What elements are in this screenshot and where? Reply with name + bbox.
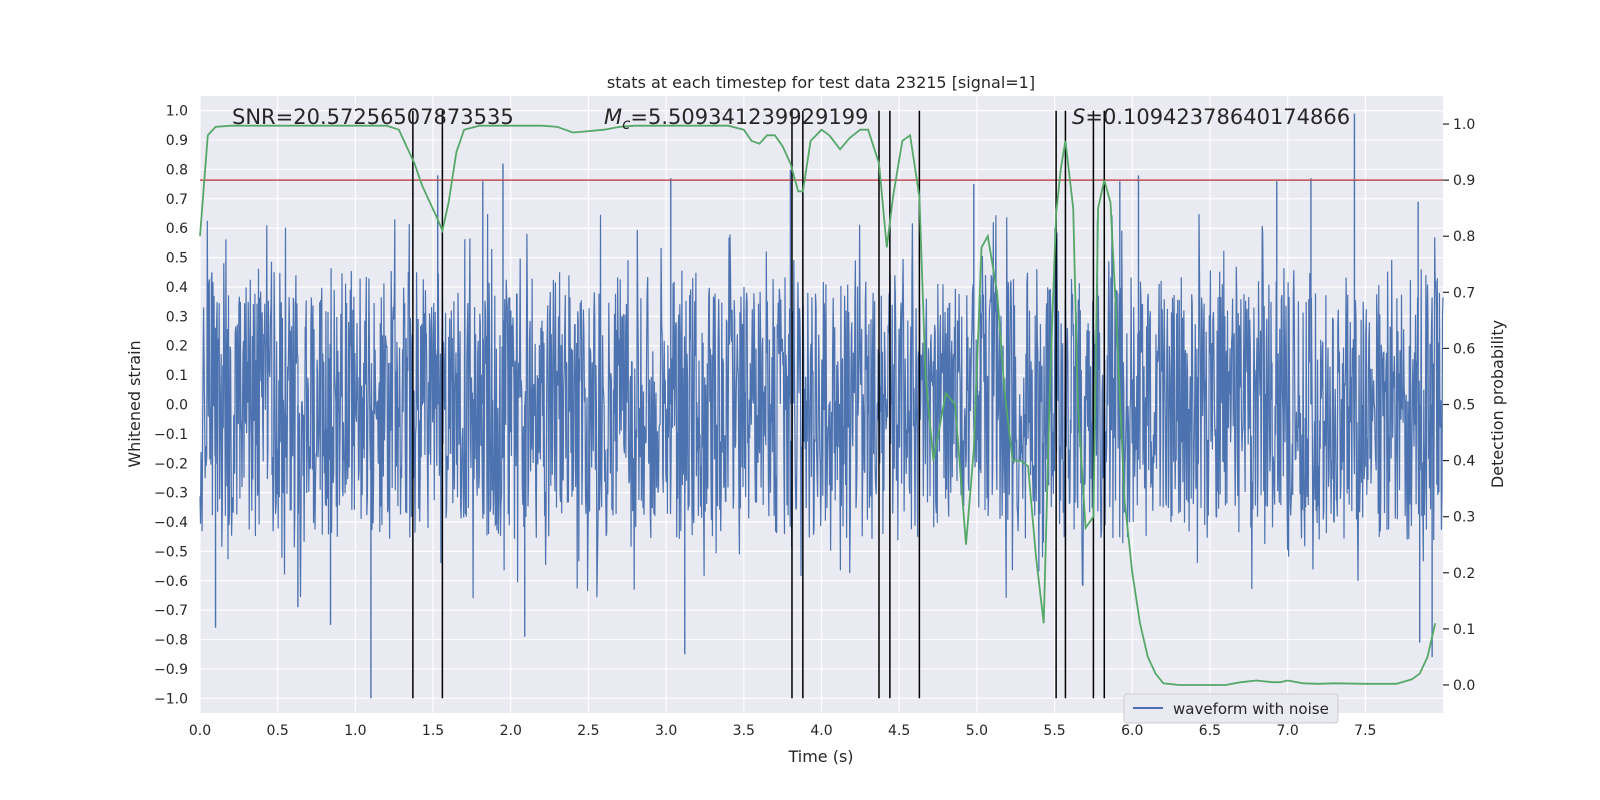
right-y-axis-ticks: 0.0 0.1 0.2 0.3 0.4 0.5 0.6 0.7 0.8 0.9 1.0 bbox=[1443, 117, 1475, 694]
vertical-marker-lines bbox=[412, 110, 1106, 699]
x-tick-label: 0.5 bbox=[267, 723, 289, 739]
snr-annotation: SNR=20.57256507873535 bbox=[232, 105, 514, 129]
left-y-tick-label: 0.6 bbox=[166, 221, 188, 237]
x-tick-label: 1.5 bbox=[422, 723, 444, 739]
detection-probability-line bbox=[199, 124, 1437, 686]
right-y-tick-label: 0.7 bbox=[1453, 285, 1475, 301]
left-y-tick-label: −0.9 bbox=[154, 662, 188, 678]
x-tick-label: 4.0 bbox=[810, 723, 832, 739]
left-y-tick-label: 0.5 bbox=[166, 251, 188, 267]
right-y-tick-label: 0.6 bbox=[1453, 341, 1475, 357]
chirp-mass-value: =5.509341239929199 bbox=[630, 105, 868, 129]
right-y-tick-label: 0.9 bbox=[1453, 173, 1475, 189]
waveform-series bbox=[199, 113, 1444, 699]
x-axis-ticks: 0.0 0.5 1.0 1.5 2.0 2.5 3.0 3.5 4.0 4.5 5.0 5.5 6.0 6… bbox=[189, 723, 1377, 739]
right-y-tick-label: 0.0 bbox=[1453, 678, 1475, 694]
x-tick-label: 3.5 bbox=[733, 723, 755, 739]
waveform-trace bbox=[199, 214, 1444, 599]
x-tick-label: 0.0 bbox=[189, 723, 211, 739]
left-y-axis-ticks: −1.0 −0.9 −0.8 −0.7 −0.6 −0.5 −0.4 −0.3 −0.2 −0.1… bbox=[154, 104, 188, 708]
left-y-tick-label: −0.2 bbox=[154, 456, 188, 472]
legend-box bbox=[1123, 693, 1339, 724]
left-y-tick-label: 0.1 bbox=[166, 368, 188, 384]
x-tick-label: 3.0 bbox=[655, 723, 677, 739]
x-tick-label: 4.5 bbox=[888, 723, 910, 739]
right-y-tick-label: 0.2 bbox=[1453, 566, 1475, 582]
x-tick-label: 2.0 bbox=[500, 723, 522, 739]
right-y-tick-label: 0.4 bbox=[1453, 454, 1475, 470]
left-y-tick-label: −0.3 bbox=[154, 486, 188, 502]
left-y-tick-label: 0.3 bbox=[166, 309, 188, 325]
left-y-tick-label: −0.8 bbox=[154, 633, 188, 649]
chart-title: stats at each timestep for test data 232… bbox=[607, 73, 1035, 92]
x-tick-label: 7.5 bbox=[1354, 723, 1376, 739]
legend: waveform with noise bbox=[1123, 693, 1339, 724]
right-y-tick-label: 0.8 bbox=[1453, 229, 1475, 245]
left-y-tick-label: −0.6 bbox=[154, 574, 188, 590]
left-y-tick-label: 1.0 bbox=[166, 104, 188, 120]
x-axis-label: Time (s) bbox=[787, 747, 853, 766]
left-y-tick-label: −1.0 bbox=[154, 691, 188, 707]
chirp-mass-subscript: c bbox=[622, 115, 631, 133]
right-y-axis-label: Detection probability bbox=[1488, 320, 1507, 488]
x-tick-label: 5.5 bbox=[1043, 723, 1065, 739]
s-value: =0.10942378640174866 bbox=[1085, 105, 1350, 129]
chirp-mass-annotation: Mc=5.509341239929199 bbox=[604, 105, 868, 133]
x-tick-label: 2.5 bbox=[577, 723, 599, 739]
left-y-tick-label: 0.4 bbox=[166, 280, 188, 296]
right-y-tick-label: 0.5 bbox=[1453, 398, 1475, 414]
s-symbol: S bbox=[1072, 105, 1085, 129]
s-annotation: S=0.10942378640174866 bbox=[1072, 105, 1350, 129]
left-y-tick-label: −0.4 bbox=[154, 515, 188, 531]
right-y-tick-label: 1.0 bbox=[1453, 117, 1475, 133]
left-y-tick-label: 0.0 bbox=[166, 398, 188, 414]
left-y-tick-label: 0.2 bbox=[166, 339, 188, 355]
x-tick-label: 6.0 bbox=[1121, 723, 1143, 739]
x-tick-label: 6.5 bbox=[1199, 723, 1221, 739]
right-y-tick-label: 0.3 bbox=[1453, 510, 1475, 526]
left-y-tick-label: 0.8 bbox=[166, 162, 188, 178]
x-tick-label: 7.0 bbox=[1276, 723, 1298, 739]
legend-label: waveform with noise bbox=[1173, 700, 1329, 718]
x-tick-label: 1.0 bbox=[344, 723, 366, 739]
x-tick-label: 5.0 bbox=[966, 723, 988, 739]
left-y-tick-label: −0.1 bbox=[154, 427, 188, 443]
left-y-axis-label: Whitened strain bbox=[125, 340, 144, 467]
detection-probability-series bbox=[199, 124, 1437, 686]
chirp-mass-symbol: M bbox=[604, 105, 622, 129]
left-y-tick-label: 0.7 bbox=[166, 192, 188, 208]
left-y-tick-label: −0.5 bbox=[154, 544, 188, 560]
right-y-tick-label: 0.1 bbox=[1453, 622, 1475, 638]
left-y-tick-label: −0.7 bbox=[154, 603, 188, 619]
left-y-tick-label: 0.9 bbox=[166, 133, 188, 149]
